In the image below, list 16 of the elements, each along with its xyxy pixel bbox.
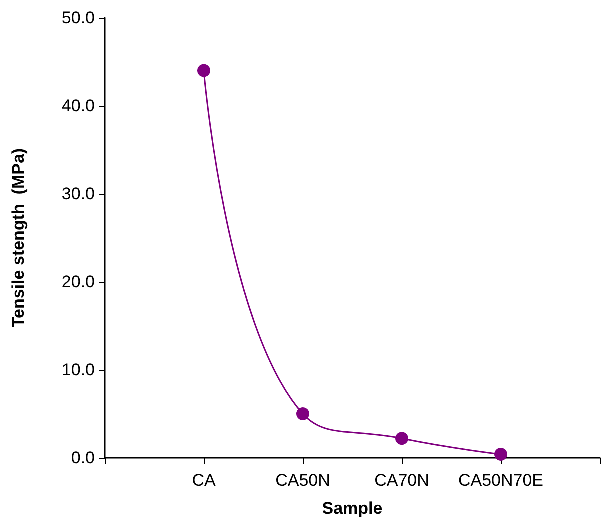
x-tick-label: CA50N70E [458, 471, 544, 490]
y-axis-title: Tensile stength (MPa) [9, 148, 28, 328]
x-axis-title: Sample [322, 499, 383, 518]
y-tick-label: 30.0 [62, 184, 95, 204]
point [296, 408, 310, 420]
point [198, 64, 210, 78]
point [494, 448, 508, 461]
y-tick-label: 50.0 [62, 8, 95, 28]
point [396, 432, 408, 446]
y-tick-label: 0.0 [71, 448, 95, 468]
y-tick-label: 10.0 [62, 360, 95, 380]
y-tick-label: 20.0 [62, 272, 95, 292]
y-tick-label: 40.0 [62, 96, 95, 116]
x-tick-label: CA [192, 471, 216, 490]
x-tick-label: CA70N [374, 471, 430, 490]
x-tick-label: CA50N [276, 471, 330, 490]
